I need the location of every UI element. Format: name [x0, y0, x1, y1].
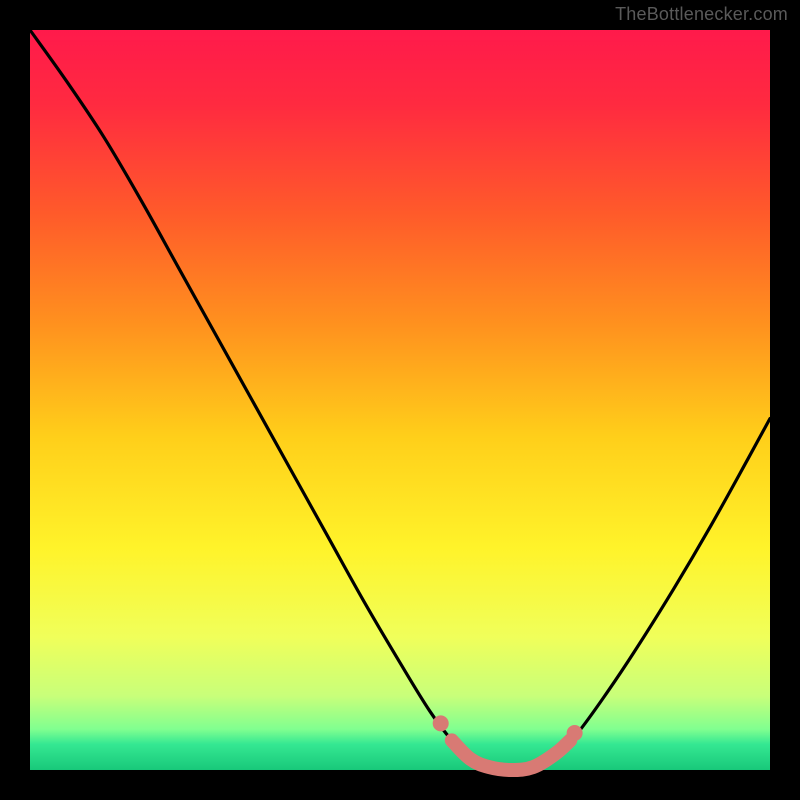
watermark-text: TheBottlenecker.com [615, 4, 788, 25]
highlight-end-dot [567, 725, 583, 741]
gradient-background [30, 30, 770, 770]
chart-container: TheBottlenecker.com [0, 0, 800, 800]
highlight-start-dot [433, 715, 449, 731]
bottleneck-curve-chart [0, 0, 800, 800]
